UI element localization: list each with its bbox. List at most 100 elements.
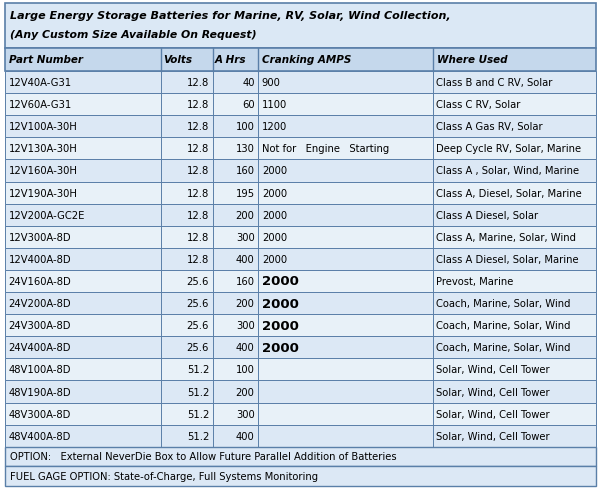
Text: 12.8: 12.8	[187, 254, 209, 264]
Text: 160: 160	[236, 166, 255, 176]
Text: 25.6: 25.6	[187, 321, 209, 330]
Bar	[5, 359, 596, 381]
Bar	[5, 337, 596, 359]
Text: 48V190A-8D: 48V190A-8D	[8, 387, 71, 397]
Text: 25.6: 25.6	[187, 299, 209, 308]
Bar	[5, 48, 596, 72]
Text: 25.6: 25.6	[187, 276, 209, 286]
Text: 400: 400	[236, 254, 255, 264]
Text: Coach, Marine, Solar, Wind: Coach, Marine, Solar, Wind	[436, 321, 571, 330]
Text: Class C RV, Solar: Class C RV, Solar	[436, 100, 520, 110]
Text: Solar, Wind, Cell Tower: Solar, Wind, Cell Tower	[436, 431, 550, 441]
Text: Prevost, Marine: Prevost, Marine	[436, 276, 514, 286]
Bar	[5, 447, 596, 466]
Text: Class A, Diesel, Solar, Marine: Class A, Diesel, Solar, Marine	[436, 188, 582, 198]
Text: 24V400A-8D: 24V400A-8D	[8, 343, 71, 353]
Bar	[5, 314, 596, 337]
Text: 12V160A-30H: 12V160A-30H	[8, 166, 78, 176]
Text: Solar, Wind, Cell Tower: Solar, Wind, Cell Tower	[436, 409, 550, 419]
Bar	[5, 138, 596, 160]
Text: Large Energy Storage Batteries for Marine, RV, Solar, Wind Collection,: Large Energy Storage Batteries for Marin…	[10, 11, 450, 21]
Text: Coach, Marine, Solar, Wind: Coach, Marine, Solar, Wind	[436, 343, 571, 353]
Text: 60: 60	[242, 100, 255, 110]
Text: 12V200A-GC2E: 12V200A-GC2E	[8, 210, 85, 220]
Text: 51.2: 51.2	[187, 431, 209, 441]
Text: 195: 195	[236, 188, 255, 198]
Text: Class B and C RV, Solar: Class B and C RV, Solar	[436, 78, 553, 88]
Text: 12V130A-30H: 12V130A-30H	[8, 144, 77, 154]
Bar	[5, 116, 596, 138]
Text: Where Used: Where Used	[437, 55, 507, 65]
Text: 2000: 2000	[262, 188, 287, 198]
Text: 2000: 2000	[262, 210, 287, 220]
Bar	[5, 204, 596, 226]
Bar	[5, 403, 596, 425]
Text: 40: 40	[242, 78, 255, 88]
Text: OPTION:   External NeverDie Box to Allow Future Parallel Addition of Batteries: OPTION: External NeverDie Box to Allow F…	[10, 451, 396, 462]
Text: 300: 300	[236, 232, 255, 242]
Text: 12.8: 12.8	[187, 144, 209, 154]
Bar	[5, 94, 596, 116]
Text: Class A Gas RV, Solar: Class A Gas RV, Solar	[436, 122, 543, 132]
Text: 12V300A-8D: 12V300A-8D	[8, 232, 71, 242]
Text: 12V190A-30H: 12V190A-30H	[8, 188, 78, 198]
Bar	[5, 72, 596, 94]
Text: 12.8: 12.8	[187, 188, 209, 198]
Text: 200: 200	[236, 387, 255, 397]
Text: 12V400A-8D: 12V400A-8D	[8, 254, 71, 264]
Text: 2000: 2000	[262, 297, 299, 310]
Text: 400: 400	[236, 343, 255, 353]
Text: FUEL GAGE OPTION: State-of-Charge, Full Systems Monitoring: FUEL GAGE OPTION: State-of-Charge, Full …	[10, 471, 318, 481]
Text: 24V200A-8D: 24V200A-8D	[8, 299, 71, 308]
Bar	[5, 248, 596, 270]
Text: Coach, Marine, Solar, Wind: Coach, Marine, Solar, Wind	[436, 299, 571, 308]
Text: Cranking AMPS: Cranking AMPS	[263, 55, 352, 65]
Text: 160: 160	[236, 276, 255, 286]
Bar	[5, 226, 596, 248]
Bar	[5, 160, 596, 182]
Text: 12.8: 12.8	[187, 78, 209, 88]
Text: 12.8: 12.8	[187, 166, 209, 176]
Text: Class A , Solar, Wind, Marine: Class A , Solar, Wind, Marine	[436, 166, 579, 176]
Bar	[5, 182, 596, 204]
Text: 300: 300	[236, 321, 255, 330]
Text: 48V400A-8D: 48V400A-8D	[8, 431, 71, 441]
Text: 400: 400	[236, 431, 255, 441]
Text: 12.8: 12.8	[187, 210, 209, 220]
Text: Deep Cycle RV, Solar, Marine: Deep Cycle RV, Solar, Marine	[436, 144, 581, 154]
Text: 25.6: 25.6	[187, 343, 209, 353]
Text: 48V100A-8D: 48V100A-8D	[8, 365, 71, 375]
Text: Class A, Marine, Solar, Wind: Class A, Marine, Solar, Wind	[436, 232, 576, 242]
Text: 51.2: 51.2	[187, 365, 209, 375]
Text: 51.2: 51.2	[187, 387, 209, 397]
Text: 900: 900	[262, 78, 281, 88]
Text: 12V60A-G31: 12V60A-G31	[8, 100, 72, 110]
Bar	[5, 292, 596, 314]
Text: Solar, Wind, Cell Tower: Solar, Wind, Cell Tower	[436, 387, 550, 397]
Text: 100: 100	[236, 122, 255, 132]
Text: Not for   Engine   Starting: Not for Engine Starting	[262, 144, 389, 154]
Text: 200: 200	[236, 210, 255, 220]
Text: 200: 200	[236, 299, 255, 308]
Text: 2000: 2000	[262, 341, 299, 354]
Bar	[5, 381, 596, 403]
Text: 2000: 2000	[262, 232, 287, 242]
Text: A Hrs: A Hrs	[215, 55, 246, 65]
Text: 130: 130	[236, 144, 255, 154]
Text: 12.8: 12.8	[187, 232, 209, 242]
Bar	[5, 466, 596, 486]
Text: (Any Custom Size Available On Request): (Any Custom Size Available On Request)	[10, 30, 256, 40]
Text: 1200: 1200	[262, 122, 287, 132]
Text: 51.2: 51.2	[187, 409, 209, 419]
Text: 2000: 2000	[262, 166, 287, 176]
Text: 2000: 2000	[262, 319, 299, 332]
Text: Class A Diesel, Solar: Class A Diesel, Solar	[436, 210, 538, 220]
Text: 24V160A-8D: 24V160A-8D	[8, 276, 71, 286]
Text: 2000: 2000	[262, 275, 299, 288]
Text: 1100: 1100	[262, 100, 287, 110]
Text: 12.8: 12.8	[187, 122, 209, 132]
Text: 2000: 2000	[262, 254, 287, 264]
Text: 12.8: 12.8	[187, 100, 209, 110]
Text: 300: 300	[236, 409, 255, 419]
Text: Class A Diesel, Solar, Marine: Class A Diesel, Solar, Marine	[436, 254, 579, 264]
